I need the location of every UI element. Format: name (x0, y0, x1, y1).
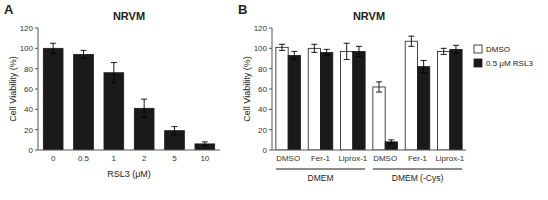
bar (74, 54, 94, 150)
x-tick-label: Liprox-1 (435, 154, 464, 163)
y-tick-label: 80 (24, 65, 33, 74)
error-bar (408, 36, 414, 46)
error-bar (141, 99, 147, 117)
y-tick-label: 0 (29, 146, 34, 155)
panel: B NRVM 0 20 40 60 80 100 120 Cell Viability (%) DM… (238, 2, 533, 183)
error-bar (344, 43, 350, 59)
error-bar (111, 63, 117, 83)
x-tick-label: 2 (142, 154, 147, 163)
x-axis (38, 150, 220, 151)
error-bar (356, 46, 362, 56)
x-tick-label: DMSO (373, 154, 397, 163)
section-label: DMEM (-Cys) (392, 173, 444, 183)
error-bar (279, 44, 285, 50)
panel: A NRVM 0 20 40 60 80 100 120 Cell Viability (%) 0 0… (4, 2, 220, 179)
y-axis-label: Cell Viability (%) (8, 56, 18, 121)
section-bracket (373, 169, 462, 170)
legend-label: 0.5 μM RSL3 (486, 59, 533, 68)
error-bar (453, 45, 459, 53)
y-tick-label: 80 (258, 65, 267, 74)
section-label: DMEM (308, 173, 334, 183)
bar (450, 49, 462, 150)
y-tick-label: 60 (24, 85, 33, 94)
bar (418, 67, 430, 150)
y-axis-label: Cell Viability (%) (242, 56, 252, 121)
y-tick-label: 120 (20, 24, 34, 33)
figure: ANRVM020406080100120Cell Viability (%)00… (0, 0, 548, 200)
legend-label: DMSO (486, 45, 510, 54)
error-bar (81, 50, 87, 58)
error-bar (50, 43, 56, 53)
error-bar (376, 82, 382, 92)
x-tick-label: 0.5 (78, 154, 90, 163)
legend-swatch (474, 59, 482, 67)
y-tick-label: 20 (258, 126, 267, 135)
title: NRVM (113, 10, 145, 22)
y-tick-label: 20 (24, 126, 33, 135)
marks (276, 36, 462, 150)
error-bar (172, 127, 178, 135)
error-bar (202, 142, 208, 146)
x-tick-label: 5 (172, 154, 177, 163)
error-bar (324, 49, 330, 55)
bar (405, 41, 417, 150)
x-axis (272, 150, 466, 151)
y-tick-label: 100 (20, 44, 34, 53)
error-bar (291, 51, 297, 59)
y-tick-label: 40 (24, 105, 33, 114)
section-bracket (276, 169, 365, 170)
bar (276, 47, 288, 150)
bar (373, 87, 385, 150)
bar (43, 48, 63, 150)
bar (341, 51, 353, 150)
x-tick-label: Fer-1 (408, 154, 428, 163)
y-tick-label: 120 (254, 24, 268, 33)
marks (43, 43, 214, 150)
panel-label: B (238, 2, 247, 17)
bar (321, 52, 333, 150)
y-axis (38, 28, 39, 150)
x-tick-label: 10 (200, 154, 209, 163)
x-tick-label: Fer-1 (311, 154, 331, 163)
error-bar (421, 61, 427, 73)
y-tick-label: 40 (258, 105, 267, 114)
error-bar (388, 140, 394, 144)
error-bar (441, 48, 447, 54)
y-tick-label: 100 (254, 44, 268, 53)
bar (104, 73, 124, 150)
legend-swatch (474, 45, 482, 53)
x-tick-label: 1 (112, 154, 117, 163)
bar (288, 55, 300, 150)
error-bar (311, 44, 317, 52)
title: NRVM (353, 10, 385, 22)
bar (353, 51, 365, 150)
y-tick-label: 0 (263, 146, 268, 155)
x-tick-label: 0 (51, 154, 56, 163)
bar (438, 51, 450, 150)
x-tick-label: Liprox-1 (338, 154, 367, 163)
panel-label: A (4, 2, 14, 17)
y-tick-label: 60 (258, 85, 267, 94)
x-axis-label: RSL3 (μM) (107, 169, 151, 179)
bar (308, 48, 320, 150)
x-tick-label: DMSO (276, 154, 300, 163)
y-axis (272, 28, 273, 150)
